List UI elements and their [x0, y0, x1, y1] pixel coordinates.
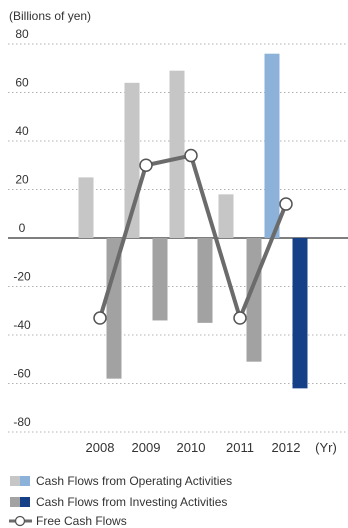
- y-tick-label: 0: [19, 221, 26, 235]
- legend-investing: Cash Flows from Investing Activities: [10, 495, 227, 509]
- investing-cf-bar-2012: [292, 238, 308, 389]
- legend-operating-swatch-highlight: [20, 476, 30, 486]
- x-tick-label-2012: 2012: [272, 440, 301, 455]
- y-tick-labels: 80 60 40 20 0 -20 -40 -60 -80: [13, 27, 31, 429]
- y-tick-label: 80: [15, 27, 29, 41]
- x-tick-label-2009: 2009: [132, 440, 161, 455]
- free-cash-flow-line-layer: [93, 148, 293, 325]
- legend-free-cash-flow-marker: [14, 515, 26, 527]
- x-tick-label-2008: 2008: [86, 440, 115, 455]
- y-tick-label: 60: [15, 76, 29, 90]
- legend-investing-swatch-highlight: [20, 497, 30, 507]
- legend-operating-label: Cash Flows from Operating Activities: [36, 474, 232, 488]
- unit-label: (Billions of yen): [9, 9, 91, 23]
- legend-free-cash-flow: Free Cash Flows: [9, 514, 127, 528]
- y-tick-label: 40: [15, 124, 29, 138]
- free-cash-flow-point-2010: [184, 148, 198, 163]
- y-tick-label: -80: [13, 415, 31, 429]
- legend-free-cash-flow-label: Free Cash Flows: [36, 514, 127, 528]
- operating-cf-bar-2012: [264, 53, 280, 239]
- free-cash-flow-point-2011: [233, 311, 247, 325]
- legend-investing-label: Cash Flows from Investing Activities: [36, 495, 227, 509]
- free-cash-flow-point-2008: [93, 311, 107, 325]
- x-tick-label-2011: 2011: [226, 440, 254, 455]
- y-tick-label: 20: [15, 173, 29, 187]
- bars: [78, 53, 308, 389]
- x-tick-label-2010: 2010: [177, 440, 206, 455]
- investing-cf-bar-2010: [197, 238, 213, 323]
- legend-operating: Cash Flows from Operating Activities: [10, 474, 232, 488]
- free-cash-flow-point-2009: [139, 158, 153, 172]
- operating-cf-bar-2008: [78, 177, 94, 238]
- free-cash-flow-point-2012: [279, 197, 293, 211]
- x-tick-labels: 2008 2009 2010 2011 2012: [86, 440, 301, 455]
- legend-investing-swatch: [10, 497, 20, 507]
- operating-cf-bar-2011: [218, 194, 234, 238]
- y-tick-label: -40: [13, 318, 31, 332]
- investing-cf-bar-2008: [106, 238, 122, 379]
- legend-operating-swatch: [10, 476, 20, 486]
- y-tick-label: -20: [13, 270, 31, 284]
- operating-cf-bar-2010: [169, 70, 185, 238]
- investing-cf-bar-2009: [152, 238, 168, 321]
- legend: Cash Flows from Operating Activities Cash…: [9, 474, 232, 528]
- y-tick-label: -60: [13, 367, 31, 381]
- x-unit-label: (Yr): [315, 440, 337, 455]
